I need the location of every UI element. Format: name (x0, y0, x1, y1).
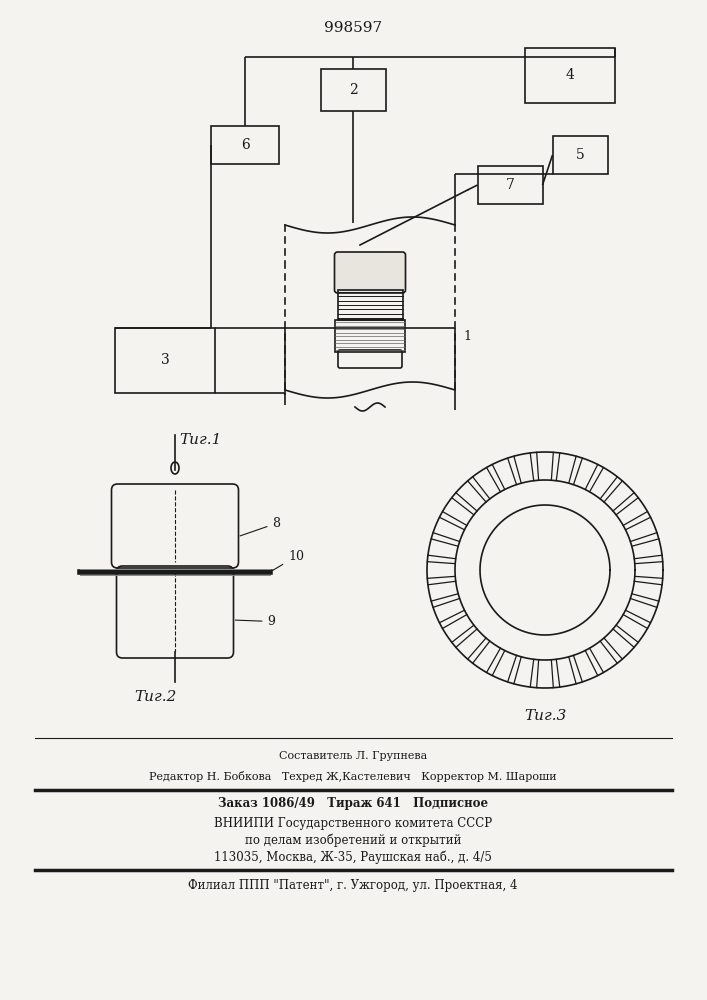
Text: Τиг.3: Τиг.3 (524, 709, 566, 723)
Text: 10: 10 (272, 550, 304, 571)
Bar (337, 290, 402, 320)
Text: Τиг.1: Τиг.1 (179, 433, 221, 447)
Text: Заказ 1086/49   Тираж 641   Подписное: Заказ 1086/49 Тираж 641 Подписное (218, 798, 488, 810)
Text: 5: 5 (575, 148, 585, 162)
Text: 3: 3 (160, 353, 170, 367)
Bar (552, 136, 607, 174)
Text: Филиал ППП "Патент", г. Ужгород, ул. Проектная, 4: Филиал ППП "Патент", г. Ужгород, ул. Про… (188, 880, 518, 892)
Text: 113035, Москва, Ж-35, Раушская наб., д. 4/5: 113035, Москва, Ж-35, Раушская наб., д. … (214, 850, 492, 864)
Bar (335, 320, 405, 352)
Text: 8: 8 (240, 517, 281, 536)
Bar (320, 69, 385, 111)
Text: 1: 1 (463, 330, 471, 342)
Text: 7: 7 (506, 178, 515, 192)
Text: ВНИИПИ Государственного комитета СССР: ВНИИПИ Государственного комитета СССР (214, 816, 492, 830)
Text: 2: 2 (349, 83, 357, 97)
Bar (115, 328, 215, 392)
Text: Составитель Л. Групнева: Составитель Л. Групнева (279, 751, 427, 761)
Text: 998597: 998597 (324, 21, 382, 35)
Bar (525, 47, 615, 103)
Text: 6: 6 (240, 138, 250, 152)
Text: 4: 4 (566, 68, 574, 82)
Bar (211, 126, 279, 164)
Text: 9: 9 (235, 615, 275, 628)
FancyBboxPatch shape (334, 252, 406, 293)
Bar (477, 166, 542, 204)
Text: по делам изобретений и открытий: по делам изобретений и открытий (245, 833, 461, 847)
Text: Редактор Н. Бобкова   Техред Ж,Кастелевич   Корректор М. Шароши: Редактор Н. Бобкова Техред Ж,Кастелевич … (149, 770, 557, 782)
Text: Τиг.2: Τиг.2 (134, 690, 176, 704)
